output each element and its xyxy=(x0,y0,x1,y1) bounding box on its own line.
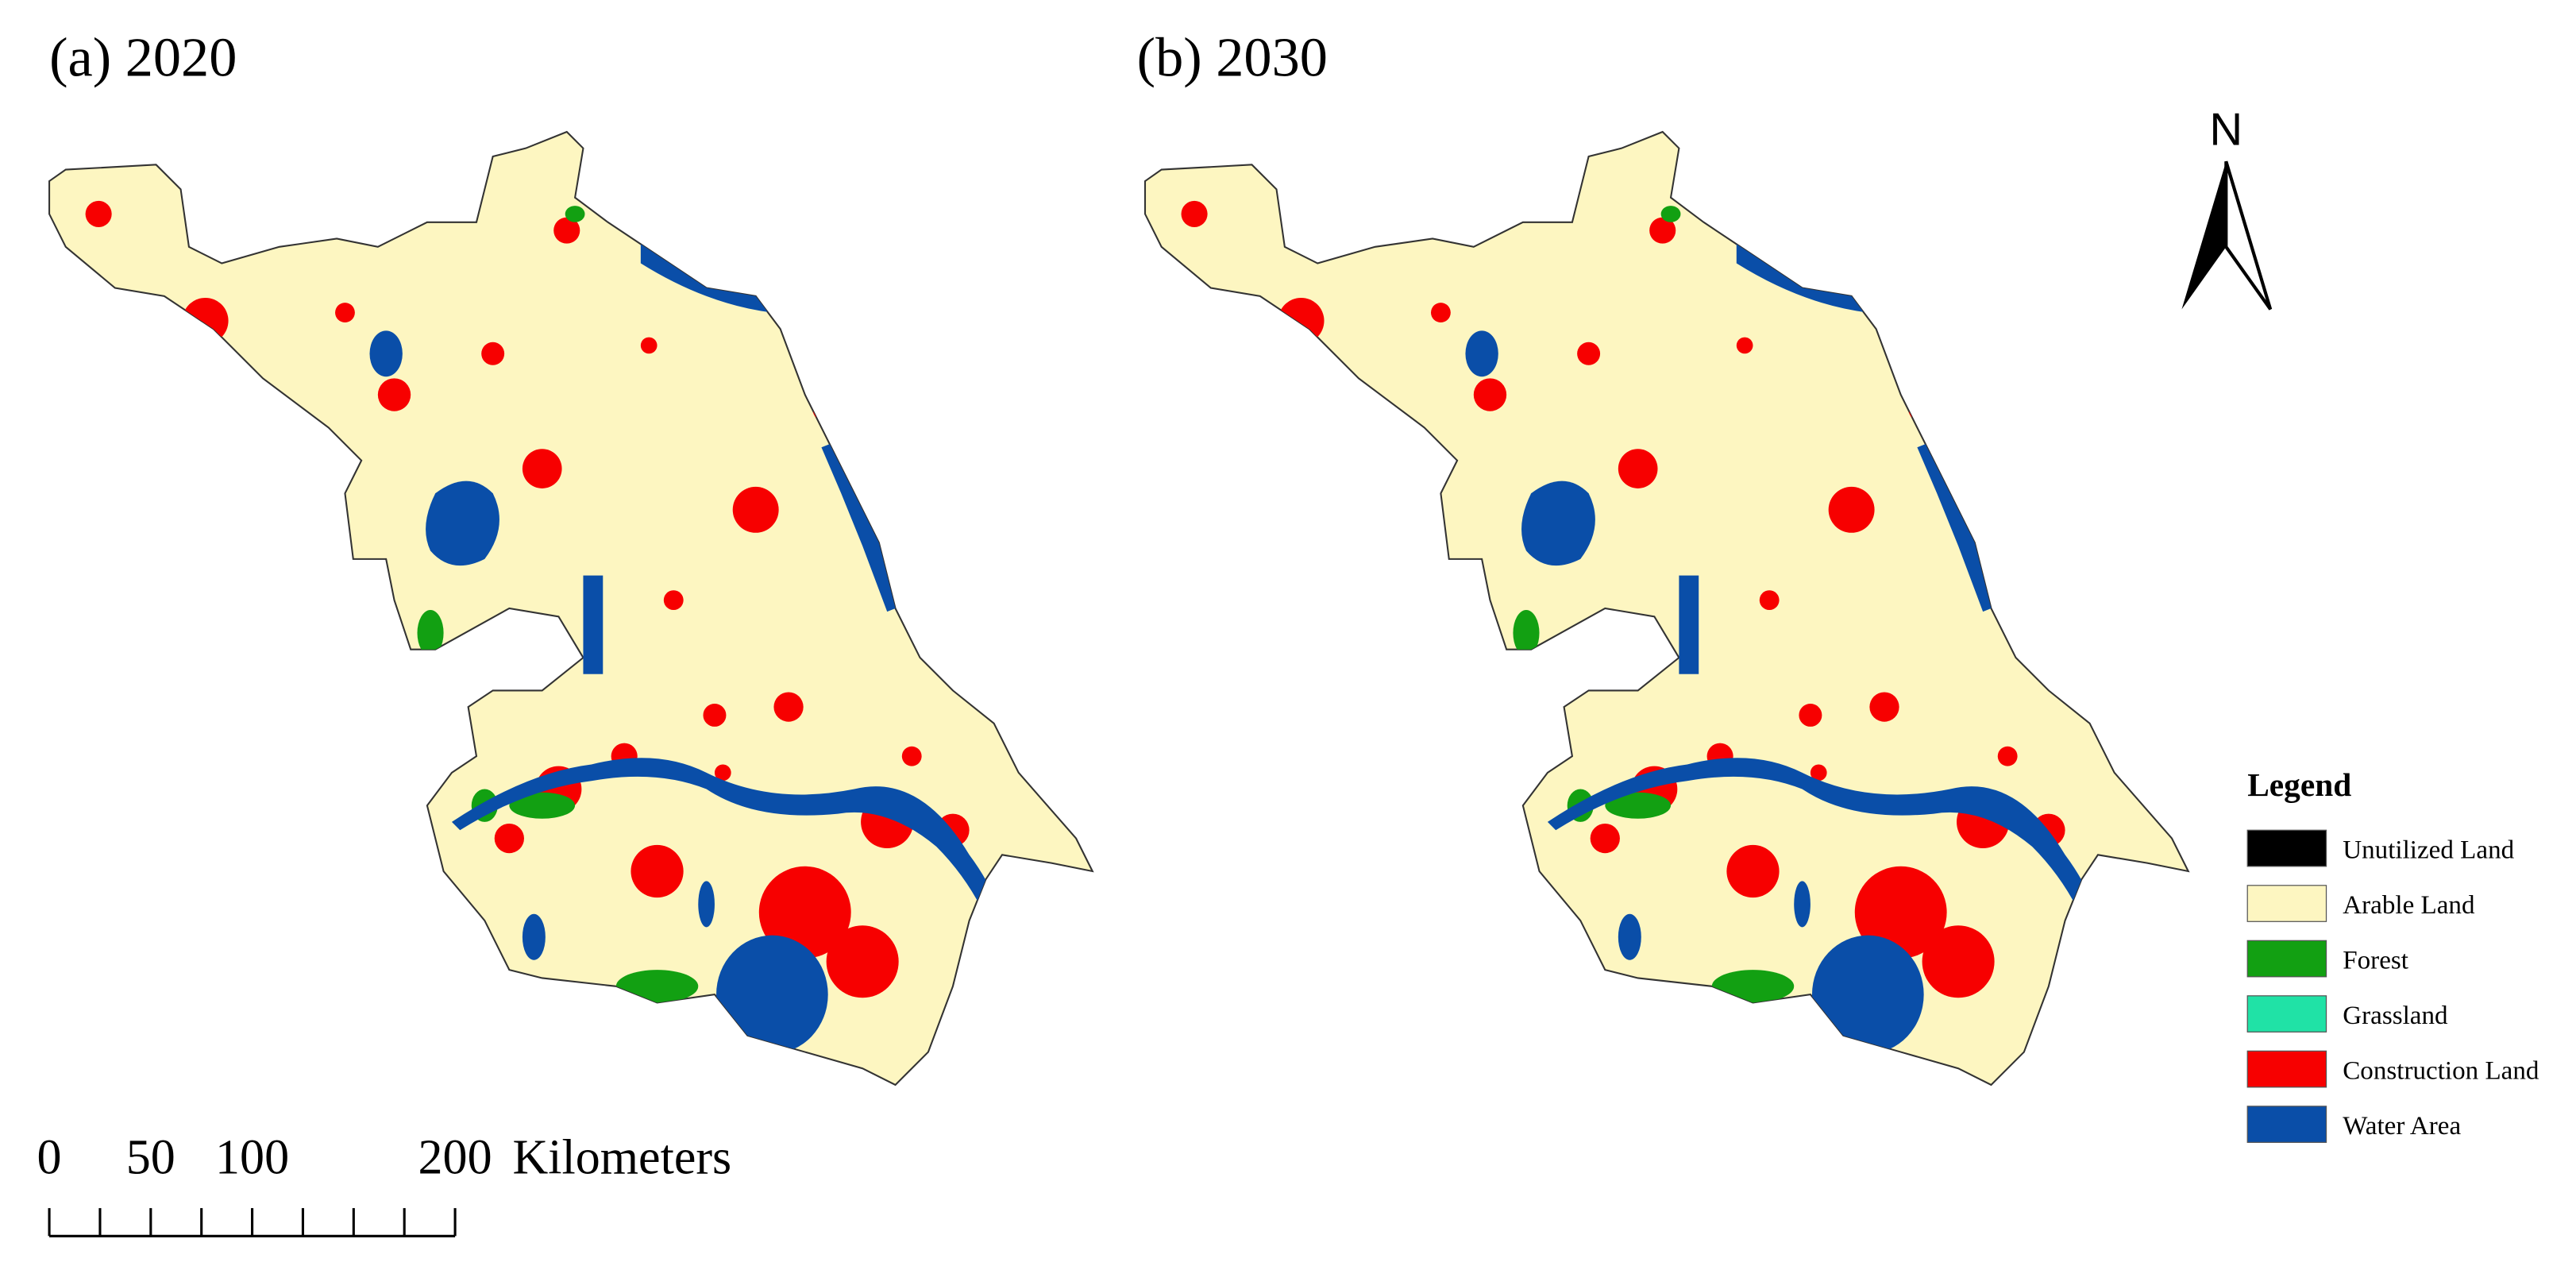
scale-label: 0 xyxy=(37,1131,62,1185)
legend-label: Unutilized Land xyxy=(2343,836,2514,864)
legend-swatch xyxy=(2246,995,2327,1032)
scale-label: 200 xyxy=(418,1131,492,1185)
legend-swatch xyxy=(2246,940,2327,978)
legend-label: Construction Land xyxy=(2343,1056,2539,1085)
legend-label: Forest xyxy=(2343,946,2408,975)
map-2020 xyxy=(49,132,1093,1085)
legend-title: Legend xyxy=(2247,766,2351,803)
legend-label: Water Area xyxy=(2343,1112,2461,1141)
legend-label: Grassland xyxy=(2343,1002,2448,1030)
north-label: N xyxy=(2209,105,2242,156)
legend: Legend Unutilized Land Arable Land Forest G… xyxy=(2246,766,2539,1143)
panel-title: (a) 2020 xyxy=(49,27,237,89)
legend-swatch xyxy=(2246,885,2327,922)
panel-title: (b) 2030 xyxy=(1137,27,1328,89)
legend-swatch xyxy=(2246,829,2327,867)
legend-swatch xyxy=(2246,1106,2327,1143)
north-arrow: N xyxy=(2181,105,2273,311)
scale-label: 100 xyxy=(215,1131,289,1185)
scale-unit: Kilometers xyxy=(512,1131,731,1185)
map-2030 xyxy=(1145,132,2188,1085)
legend-swatch xyxy=(2246,1050,2327,1088)
legend-label: Arable Land xyxy=(2343,891,2475,920)
scale-bar: 0 50 100 200 Kilometers xyxy=(37,1131,731,1237)
scale-label: 50 xyxy=(126,1131,175,1185)
